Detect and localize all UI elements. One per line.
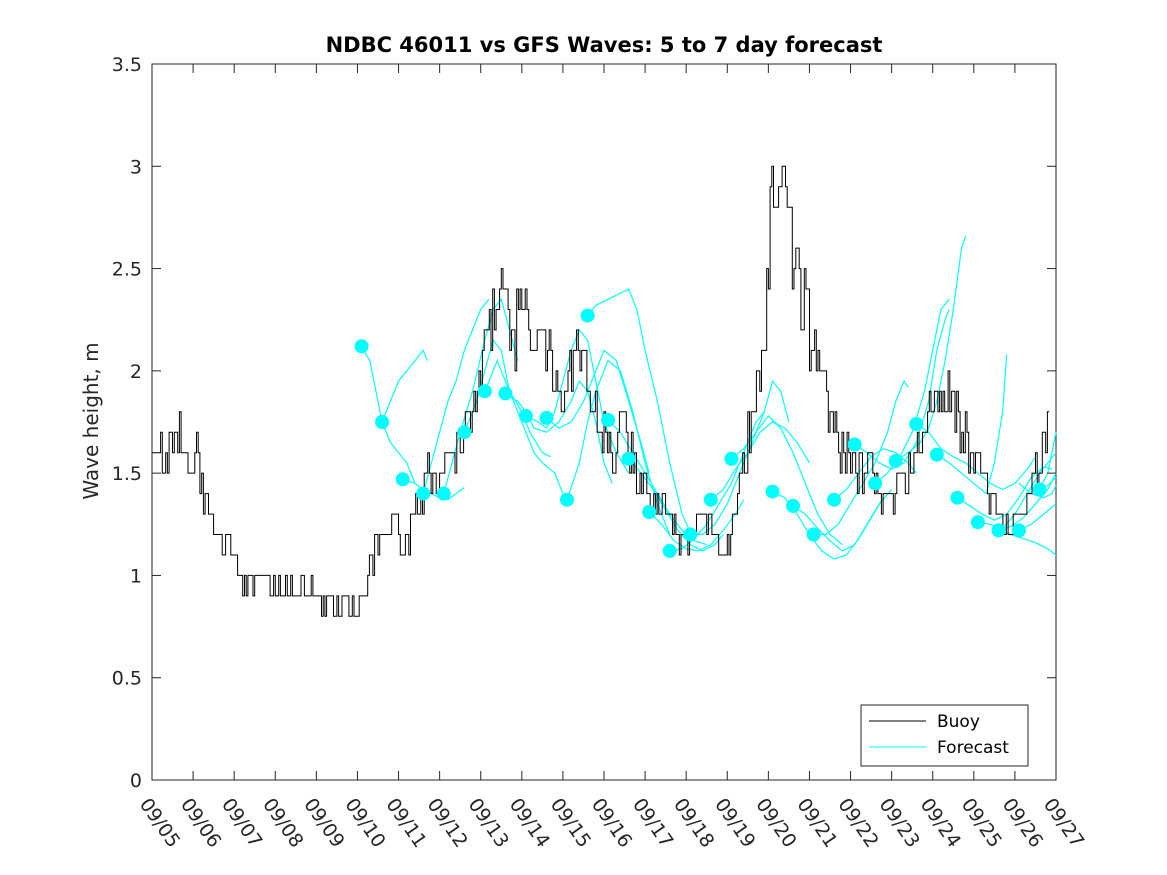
forecast-point — [950, 490, 965, 505]
forecast-point — [991, 523, 1006, 538]
forecast-point — [868, 476, 883, 491]
forecast-point — [642, 505, 657, 519]
forecast-point — [416, 486, 431, 501]
forecast-line — [998, 472, 1057, 531]
forecast-points — [354, 308, 1047, 558]
forecast-line — [915, 423, 1036, 491]
forecast-point — [621, 451, 636, 466]
forecast-point — [518, 408, 533, 423]
forecast-point — [375, 415, 390, 429]
forecast-line — [710, 421, 811, 501]
legend-forecast-label: Forecast — [937, 738, 1009, 758]
forecast-line — [628, 458, 724, 552]
forecast-line — [648, 499, 745, 552]
forecast-point — [847, 437, 862, 452]
forecast-line — [833, 447, 917, 501]
forecast-line — [998, 529, 1057, 556]
forecast-point — [580, 308, 595, 323]
y-tick-label: 2.5 — [112, 259, 142, 281]
y-tick-label: 3 — [130, 156, 142, 178]
legend: Buoy Forecast — [860, 704, 1029, 767]
legend-box — [860, 704, 1029, 767]
forecast-line — [1018, 482, 1057, 499]
plot-area — [151, 63, 1057, 781]
forecast-point — [601, 413, 616, 427]
y-axis: 0 0.5 1 1.5 2 2.5 3 3.5 — [112, 54, 1056, 792]
forecast-point — [765, 484, 780, 499]
y-tick-label: 1 — [130, 565, 142, 587]
forecast-point — [786, 498, 800, 513]
forecast-line — [422, 298, 490, 494]
forecast-point — [457, 425, 472, 440]
buoy-line — [152, 165, 1050, 617]
forecast-point — [560, 492, 574, 507]
forecast-line — [402, 478, 465, 501]
chart-title: NDBC 46011 vs GFS Waves: 5 to 7 day fore… — [326, 33, 883, 57]
forecast-line — [895, 235, 967, 462]
forecast-point — [477, 384, 492, 399]
y-tick-label: 2 — [130, 361, 142, 383]
forecast-point — [806, 527, 821, 542]
legend-buoy-label: Buoy — [937, 712, 980, 732]
forecast-line — [813, 379, 909, 536]
y-tick-label: 1.5 — [112, 463, 142, 485]
forecast-point — [1032, 482, 1047, 497]
y-axis-label: Wave height, m — [79, 342, 103, 499]
forecast-point — [888, 453, 903, 468]
y-tick-label: 0 — [130, 770, 142, 792]
forecast-line — [484, 358, 564, 494]
forecast-point — [539, 410, 554, 425]
forecast-point — [909, 417, 924, 431]
forecast-point — [724, 451, 739, 466]
forecast-point — [354, 339, 369, 354]
forecast-line — [977, 452, 1057, 530]
forecast-point — [703, 492, 718, 507]
forecast-point — [436, 486, 451, 501]
forecast-point — [683, 527, 698, 542]
forecast-point — [970, 515, 985, 530]
forecast-point — [827, 492, 842, 507]
forecast-line — [587, 288, 695, 541]
forecast-line — [381, 349, 428, 423]
forecast-point — [498, 386, 513, 401]
buoy-line-group — [152, 165, 1050, 617]
forecast-point — [1012, 523, 1026, 538]
forecast-line — [792, 489, 893, 552]
forecast-point — [395, 472, 410, 487]
forecast-line — [874, 298, 950, 484]
y-tick-label: 0.5 — [112, 668, 142, 690]
forecast-line — [669, 411, 765, 552]
forecast-line — [936, 354, 1008, 495]
forecast-point — [662, 543, 677, 558]
forecast-point — [929, 447, 944, 462]
forecast-line — [361, 346, 416, 484]
y-tick-label: 3.5 — [112, 54, 142, 76]
